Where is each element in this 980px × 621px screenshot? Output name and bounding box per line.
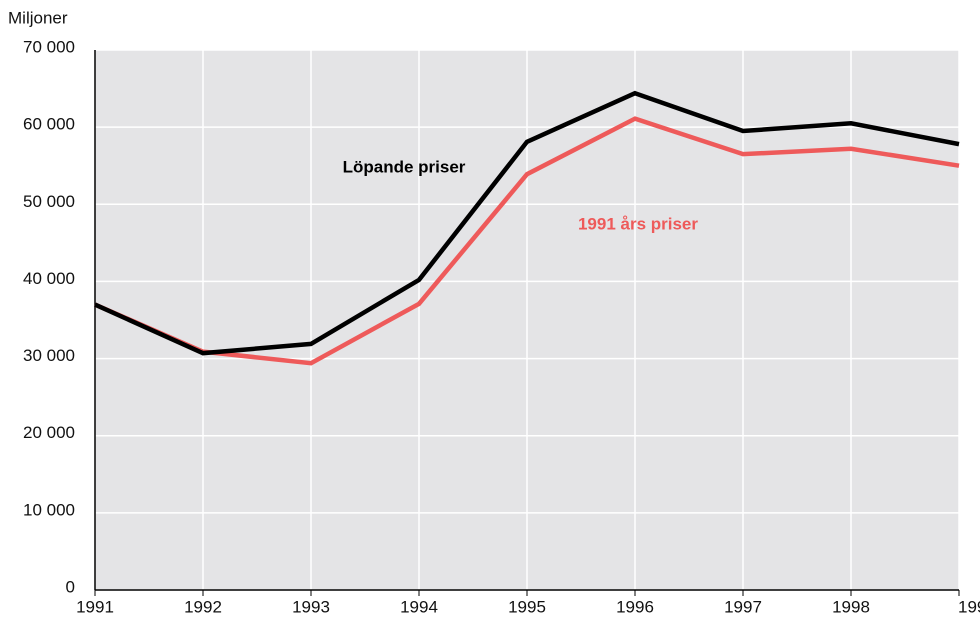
x-tick-label: 1995 <box>508 597 546 616</box>
x-tick-label: 1999 <box>958 597 980 616</box>
x-tick-label: 1992 <box>184 597 222 616</box>
series-line <box>94 116 960 366</box>
y-tick-label: 20 000 <box>23 423 75 442</box>
y-axis-label: Miljoner <box>8 8 68 27</box>
series-line <box>94 90 960 356</box>
y-tick-label: 30 000 <box>23 346 75 365</box>
series-label: Löpande priser <box>343 157 466 176</box>
y-tick-label: 50 000 <box>23 192 75 211</box>
x-tick-label: 1993 <box>292 597 330 616</box>
x-tick-label: 1998 <box>832 597 870 616</box>
y-tick-label: 0 <box>66 577 75 596</box>
x-tick-label: 1997 <box>724 597 762 616</box>
x-tick-label: 1994 <box>400 597 438 616</box>
x-tick-label: 1991 <box>76 597 114 616</box>
y-tick-label: 70 000 <box>23 37 75 56</box>
y-tick-label: 60 000 <box>23 115 75 134</box>
series-label: 1991 års priser <box>578 214 698 233</box>
y-tick-label: 10 000 <box>23 500 75 519</box>
x-tick-label: 1996 <box>616 597 654 616</box>
y-tick-label: 40 000 <box>23 269 75 288</box>
